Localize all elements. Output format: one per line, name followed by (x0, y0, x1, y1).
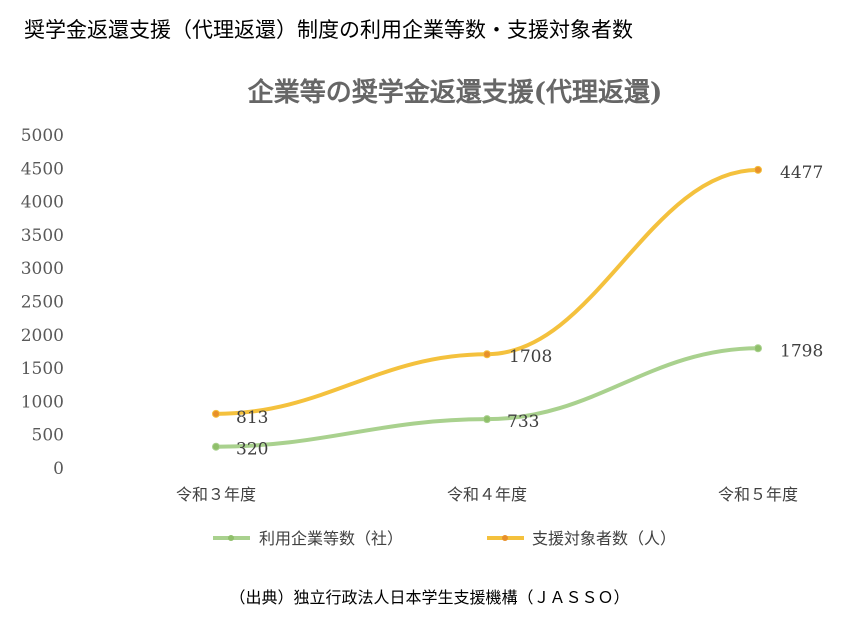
data-label: 733 (507, 412, 539, 432)
y-axis: 0 500 1000 1500 2000 2500 3000 3500 4000 4500 5000 (21, 126, 64, 479)
x-category-label: 令和３年度 (176, 485, 256, 504)
y-tick-label: 3500 (21, 226, 64, 246)
y-tick-label: 1000 (21, 392, 64, 412)
data-label: 320 (236, 440, 268, 460)
chart-title: 企業等の奨学金返還支援(代理返還) (248, 77, 663, 108)
legend-swatch-marker (228, 535, 234, 541)
legend-label: 支援対象者数（人） (532, 529, 676, 548)
data-point (212, 442, 220, 451)
y-tick-label: 5000 (21, 126, 64, 146)
y-tick-label: 1500 (21, 359, 64, 379)
series-line (214, 346, 760, 449)
x-axis: 令和３年度 令和４年度 令和５年度 (176, 485, 798, 504)
source-note: （出典）独立行政法人日本学生支援機構（ＪＡＳＳＯ） (229, 588, 630, 607)
data-point (212, 409, 220, 418)
y-tick-label: 3000 (21, 259, 64, 279)
data-point (483, 350, 491, 359)
page-heading: 奨学金返還支援（代理返還）制度の利用企業等数・支援対象者数 (24, 18, 633, 42)
legend-label: 利用企業等数（社） (259, 529, 403, 548)
y-tick-label: 2500 (21, 293, 64, 313)
y-tick-label: 2000 (21, 326, 64, 346)
series-line (214, 167, 760, 416)
data-point (754, 165, 762, 174)
legend: 利用企業等数（社） 支援対象者数（人） (213, 529, 676, 548)
data-label: 813 (236, 408, 268, 428)
legend-swatch-marker (502, 535, 508, 541)
y-tick-label: 4000 (21, 193, 64, 213)
data-label: 4477 (780, 163, 823, 183)
data-point (483, 415, 491, 424)
y-tick-label: 0 (53, 459, 64, 479)
series-layer: 320 733 1798 813 1708 4477 (212, 163, 823, 460)
x-category-label: 令和５年度 (718, 485, 798, 504)
y-tick-label: 500 (32, 426, 64, 446)
data-point (754, 344, 762, 353)
data-label: 1708 (509, 347, 552, 367)
x-category-label: 令和４年度 (447, 485, 527, 504)
data-label: 1798 (780, 341, 823, 361)
y-tick-label: 4500 (21, 159, 64, 179)
